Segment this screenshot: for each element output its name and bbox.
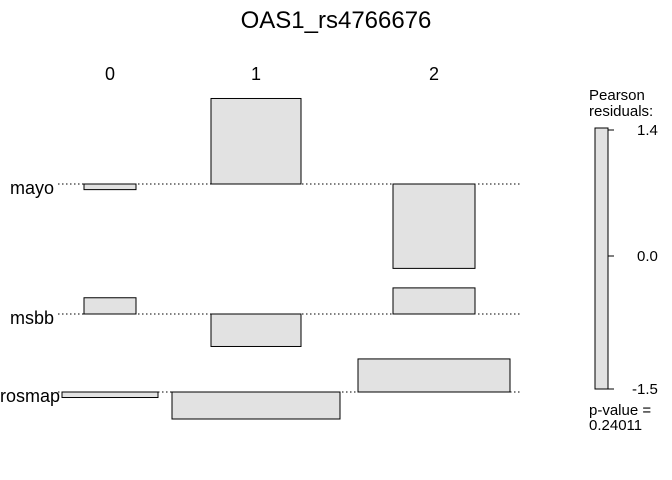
chart-title: OAS1_rs4766676 xyxy=(241,7,432,34)
column-labels: 0 1 2 xyxy=(105,64,439,84)
column-label-0: 0 xyxy=(105,64,115,84)
legend-bar xyxy=(594,127,609,390)
bar-rosmap-2 xyxy=(357,358,511,393)
row-labels: mayo msbb rosmap xyxy=(0,178,60,406)
bar-mayo-0 xyxy=(83,183,137,191)
row-label-rosmap: rosmap xyxy=(0,386,60,406)
bar-msbb-2 xyxy=(392,287,476,315)
row-label-msbb: msbb xyxy=(10,308,54,328)
bar-mayo-2 xyxy=(392,183,476,269)
residual-bars xyxy=(61,97,511,420)
column-label-2: 2 xyxy=(429,64,439,84)
column-label-1: 1 xyxy=(251,64,261,84)
bar-rosmap-1 xyxy=(171,391,341,420)
legend-title-line2: residuals: xyxy=(589,103,653,120)
row-label-mayo: mayo xyxy=(10,178,54,198)
legend-mid-label: 0.0 xyxy=(637,248,658,265)
legend-title-line1: Pearson xyxy=(589,87,645,104)
legend: Pearson residuals: 1.4 0.0 -1.5 p-value … xyxy=(589,87,658,434)
bar-msbb-1 xyxy=(210,313,302,347)
legend-ticks xyxy=(608,129,614,390)
pvalue-label: p-value = xyxy=(589,402,651,419)
bar-msbb-0 xyxy=(83,297,137,315)
legend-min-label: -1.5 xyxy=(632,381,658,398)
legend-max-label: 1.4 xyxy=(637,122,658,139)
bar-mayo-1 xyxy=(210,97,302,185)
pvalue-value: 0.24011 xyxy=(589,417,642,434)
bar-rosmap-0 xyxy=(61,391,159,399)
